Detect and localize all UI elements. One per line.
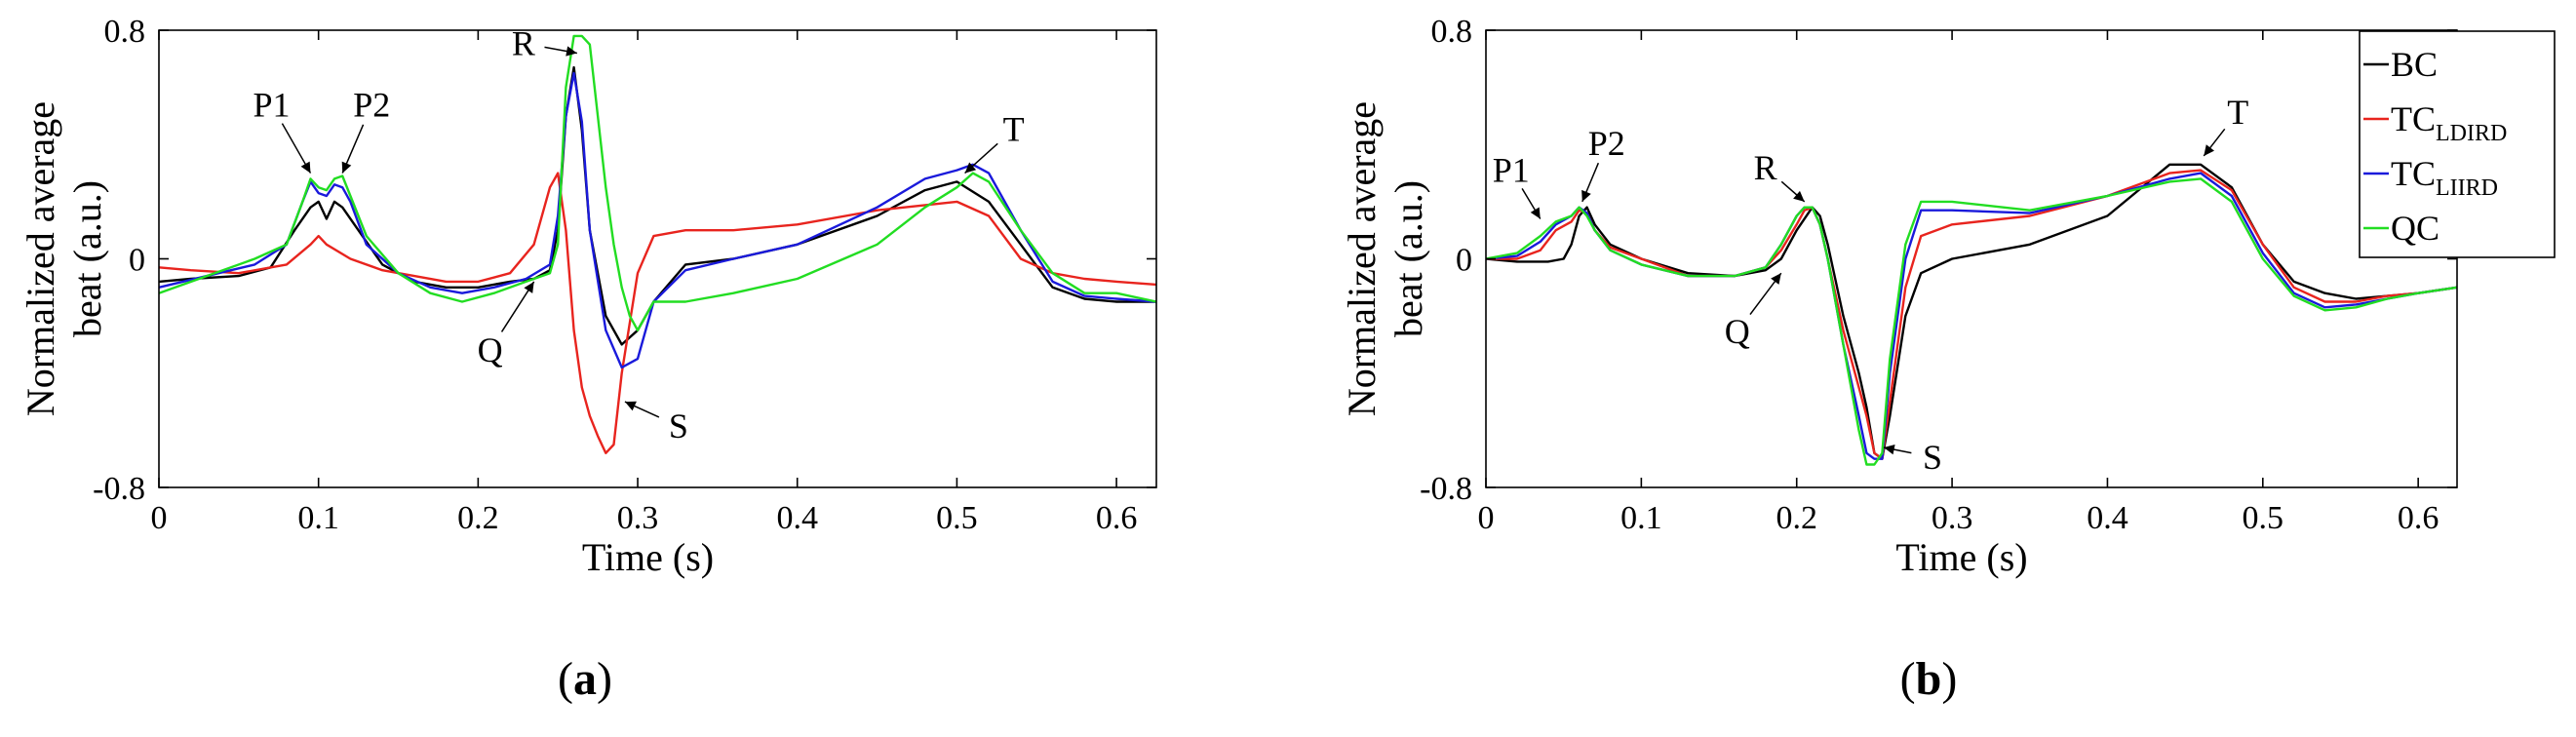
x-tick-label: 0.1 [297,500,339,536]
x-tick-label: 0.5 [2243,500,2284,536]
annotation-p1: P1 [1493,150,1530,189]
y-tick-label: 0.8 [104,14,146,50]
panel-label: (a) [558,653,612,705]
y-axis-label-line: Normalized average [1340,101,1384,416]
y-axis-label-line: Normalized average [19,101,62,416]
panel-label: (b) [1900,653,1958,705]
x-tick-label: 0 [151,500,168,536]
annotation-arrowhead [624,401,637,411]
annotation-t: T [2227,93,2248,132]
annotation-arrowhead [1771,273,1781,285]
annotation-arrowhead [2204,144,2214,156]
series-line-bc [1485,163,2458,460]
series-line-tc-liird [1485,172,2458,460]
series-line-qc [158,34,1157,331]
annotation-arrowhead [1581,189,1591,202]
annotation-arrowhead [566,46,577,57]
annotation-r: R [1754,148,1777,187]
legend-box [2359,30,2556,258]
legend-entry-label: BC [2391,45,2438,84]
x-axis-label: Time (s) [582,535,714,579]
legend-entry-label: QC [2391,209,2439,248]
annotation-arrowhead [1530,207,1541,219]
annotation-arrowhead [1793,190,1805,202]
x-tick-label: 0.4 [776,500,818,536]
annotation-arrowhead [524,281,534,293]
x-tick-label: 0.3 [1932,500,1973,536]
series-line-tc-ldird [1486,169,2458,460]
annotation-s: S [669,407,688,446]
annotation-arrowhead [341,161,352,174]
annotation-r: R [512,23,535,62]
x-tick-label: 0.2 [1776,500,1817,536]
y-axis-label: Normalized average beat (a.u.) [1340,101,1430,416]
x-tick-label: 0.6 [1096,500,1138,536]
annotation-p2: P2 [1588,124,1625,163]
y-axis-label-line: beat (a.u.) [65,180,109,337]
y-tick-label: 0 [129,243,145,279]
annotation-q: Q [1725,312,1750,351]
x-tick-label: 0.5 [936,500,978,536]
x-tick-label: 0.1 [1620,500,1662,536]
annotation-arrowhead [964,162,977,174]
y-tick-label: -0.8 [93,471,145,507]
series-line-qc [1485,177,2458,466]
x-tick-label: 0.4 [2087,500,2128,536]
annotation-p1: P1 [253,86,290,125]
annotation-s: S [1923,438,1942,477]
series-line-tc-liird [158,71,1157,369]
legend-entry-label: TCLDIRD [2391,99,2507,146]
legend-entry-label: TCLIIRD [2391,154,2498,201]
x-tick-label: 0 [1478,500,1495,536]
annotation-arrowhead [300,161,311,174]
annotation-arrowhead [1883,444,1895,455]
legend: BC TCLDIRD TCLIIRD QC [2359,30,2556,258]
y-tick-label: 0 [1456,243,1472,279]
x-axis-label: Time (s) [1895,535,2027,579]
y-axis-label: Normalized average beat (a.u.) [19,101,109,416]
annotation-q: Q [478,330,503,369]
series-line-tc-ldird [158,172,1157,454]
x-tick-label: 0.2 [457,500,499,536]
y-tick-label: 0.8 [1431,14,1473,50]
annotation-t: T [1003,110,1025,149]
x-tick-label: 0.3 [617,500,659,536]
y-axis-label-line: beat (a.u.) [1386,180,1430,337]
plot-frame [158,29,1157,488]
annotation-p2: P2 [353,86,390,125]
x-tick-label: 0.6 [2398,500,2439,536]
y-tick-label: -0.8 [1420,471,1472,507]
